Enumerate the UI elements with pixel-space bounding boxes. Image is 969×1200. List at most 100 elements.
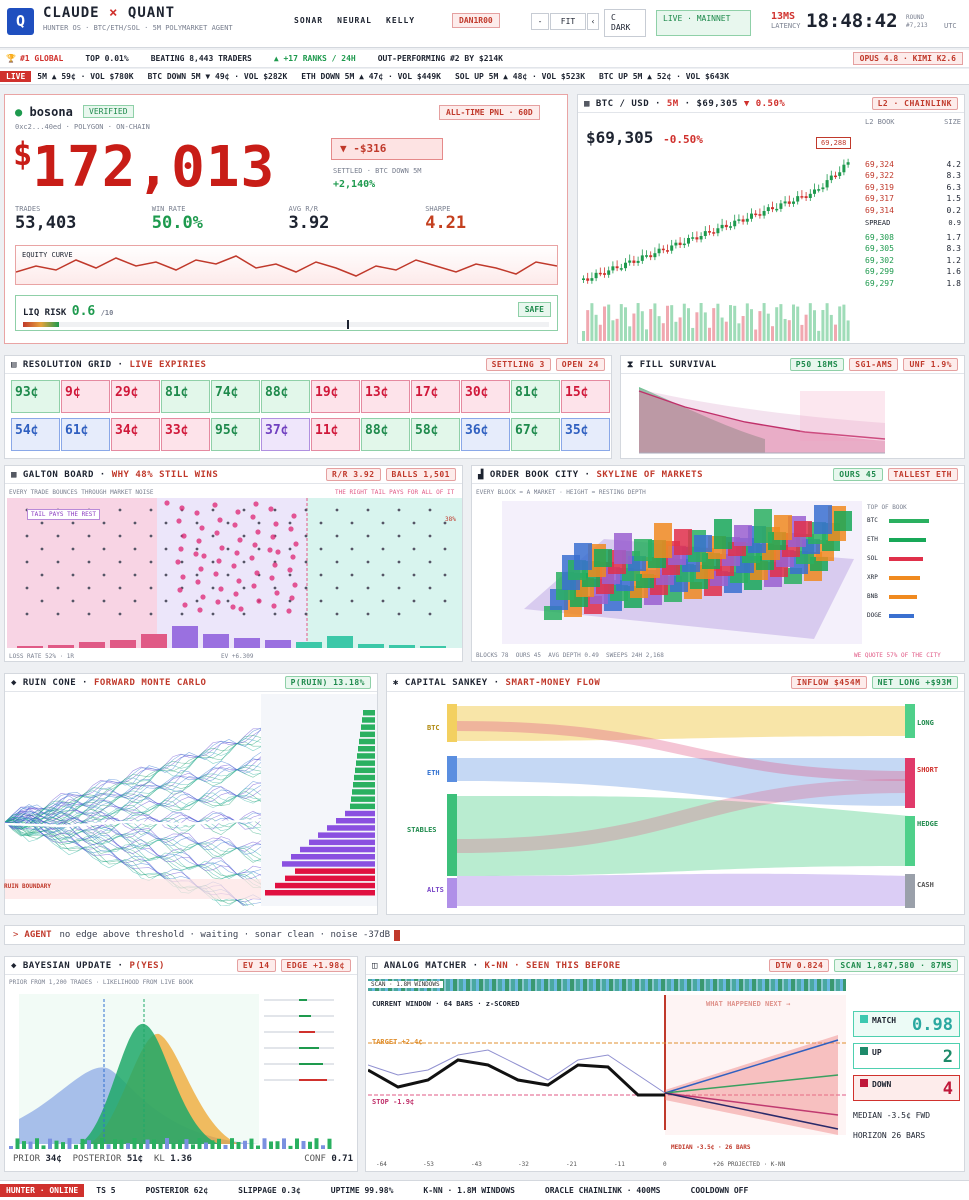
fit-button[interactable]: FIT <box>550 13 586 30</box>
expiry-cell[interactable]: 81¢ <box>511 380 560 413</box>
nav-active-user[interactable]: DAN1R00 <box>452 13 500 28</box>
galton-ball <box>200 594 206 600</box>
galton-peg <box>350 573 354 577</box>
nav-sonar[interactable]: SONAR <box>294 16 324 25</box>
info-gain-bar <box>145 1139 150 1149</box>
nav-kelly[interactable]: KELLY <box>386 16 416 25</box>
volume-bar <box>779 304 783 341</box>
expiry-cell[interactable]: 17¢ <box>411 380 460 413</box>
expiry-cell[interactable]: 19¢ <box>311 380 360 413</box>
expiry-cell[interactable]: 88¢ <box>361 418 410 451</box>
galton-ball <box>253 501 259 507</box>
galton-peg <box>273 612 277 616</box>
galton-peg <box>242 534 246 538</box>
monte-carlo-path <box>5 752 262 823</box>
expiry-cell[interactable]: 33¢ <box>161 418 210 451</box>
volume-bar <box>783 318 787 341</box>
ruin-histogram-bar <box>350 803 375 810</box>
zoom-minus-button[interactable]: - <box>531 13 549 30</box>
galton-peg <box>366 586 370 590</box>
candle <box>754 213 758 216</box>
galton-ball <box>292 582 298 588</box>
expiry-cell[interactable]: 9¢ <box>61 380 110 413</box>
timezone: UTC <box>944 22 957 30</box>
ticker-item[interactable]: BTC DOWN 5M ▼ 49¢ · VOL $282K <box>147 72 288 81</box>
loss-rate: LOSS RATE 52% · 1R <box>9 653 75 660</box>
expiry-cell[interactable]: 35¢ <box>561 418 610 451</box>
galton-peg <box>102 573 106 577</box>
city-block <box>714 519 732 549</box>
candle <box>611 266 615 271</box>
info-gain-bar <box>262 1138 267 1149</box>
galton-peg <box>304 560 308 564</box>
galton-peg <box>304 534 308 538</box>
info-gain-bar <box>119 1139 124 1149</box>
median-label: MEDIAN -3.5¢ · 26 BARS <box>671 1144 751 1151</box>
galton-peg <box>102 547 106 551</box>
ticker-item[interactable]: SOL UP 5M ▲ 48¢ · VOL $523K <box>454 72 586 81</box>
expiry-cell[interactable]: 36¢ <box>461 418 510 451</box>
expiry-cell[interactable]: 29¢ <box>111 380 160 413</box>
galton-peg <box>242 612 246 616</box>
info-gain-bar <box>178 1139 182 1149</box>
candle <box>745 218 749 222</box>
book-legend-row: SOL <box>867 555 962 562</box>
expiry-cell[interactable]: 58¢ <box>411 418 460 451</box>
median-forward: MEDIAN -3.5¢ FWD <box>853 1111 931 1120</box>
back-button[interactable]: ‹ <box>587 13 599 30</box>
candle <box>691 237 695 239</box>
monte-carlo-path <box>5 728 262 826</box>
galton-ball <box>275 549 281 555</box>
galton-peg <box>443 599 447 603</box>
galton-bin <box>265 640 291 648</box>
rank-bar: 🏆 #1 GLOBAL TOP 0.01% BEATING 8,443 TRAD… <box>0 50 969 68</box>
nav-neural[interactable]: NEURAL <box>337 16 372 25</box>
volume-bar <box>678 317 682 341</box>
agent-status-bar: > AGENT no edge above threshold · waiting … <box>4 925 965 945</box>
bayes-chart <box>9 994 334 1149</box>
cursor-icon <box>394 929 401 941</box>
expiry-cell[interactable]: 37¢ <box>261 418 310 451</box>
expiry-cell[interactable]: 15¢ <box>561 380 610 413</box>
expiry-cell[interactable]: 34¢ <box>111 418 160 451</box>
market-ticker: LIVE 5M ▲ 59¢ · VOL $780K BTC DOWN 5M ▼ … <box>0 69 969 85</box>
info-gain-bar <box>191 1144 195 1149</box>
galton-peg <box>288 599 292 603</box>
expiry-cell[interactable]: 95¢ <box>211 418 260 451</box>
dark-mode-toggle[interactable]: C DARK <box>604 9 646 37</box>
ticker-item[interactable]: BTC UP 5M ▲ 52¢ · VOL $643K <box>599 72 730 81</box>
evidence-bar <box>299 1063 323 1065</box>
footer-item: COOLDOWN OFF <box>690 1186 749 1195</box>
expiry-cell[interactable]: 81¢ <box>161 380 210 413</box>
monte-carlo-path <box>5 821 262 881</box>
ruin-histogram-bar <box>300 846 375 853</box>
galton-peg <box>288 573 292 577</box>
expiry-cell[interactable]: 93¢ <box>11 380 60 413</box>
info-gain-bar <box>152 1139 156 1149</box>
galton-peg <box>102 599 106 603</box>
ticker-item[interactable]: ETH DOWN 5M ▲ 47¢ · VOL $449K <box>301 72 441 81</box>
username: ● bosona <box>15 105 73 119</box>
candle <box>821 187 825 190</box>
ticker-item[interactable]: 5M ▲ 59¢ · VOL $780K <box>37 72 134 81</box>
expiry-cell[interactable]: 88¢ <box>261 380 310 413</box>
expiry-cell[interactable]: 61¢ <box>61 418 110 451</box>
grid-icon: ▤ <box>11 359 17 370</box>
candle <box>808 193 812 198</box>
volume-bar <box>703 312 707 341</box>
sankey-target-cash: CASH <box>917 881 934 889</box>
galton-peg <box>40 599 44 603</box>
expiry-cell[interactable]: 11¢ <box>311 418 360 451</box>
ruin-histogram-bar <box>285 875 375 882</box>
expiry-cell[interactable]: 13¢ <box>361 380 410 413</box>
galton-peg <box>257 547 261 551</box>
info-gain-bar <box>249 1138 254 1149</box>
expiry-cell[interactable]: 30¢ <box>461 380 510 413</box>
expiry-cell[interactable]: 54¢ <box>11 418 60 451</box>
expiry-cell[interactable]: 74¢ <box>211 380 260 413</box>
info-gain-bar <box>132 1138 137 1149</box>
candle <box>582 278 585 280</box>
galton-peg <box>149 586 153 590</box>
galton-peg <box>288 547 292 551</box>
expiry-cell[interactable]: 67¢ <box>511 418 560 451</box>
